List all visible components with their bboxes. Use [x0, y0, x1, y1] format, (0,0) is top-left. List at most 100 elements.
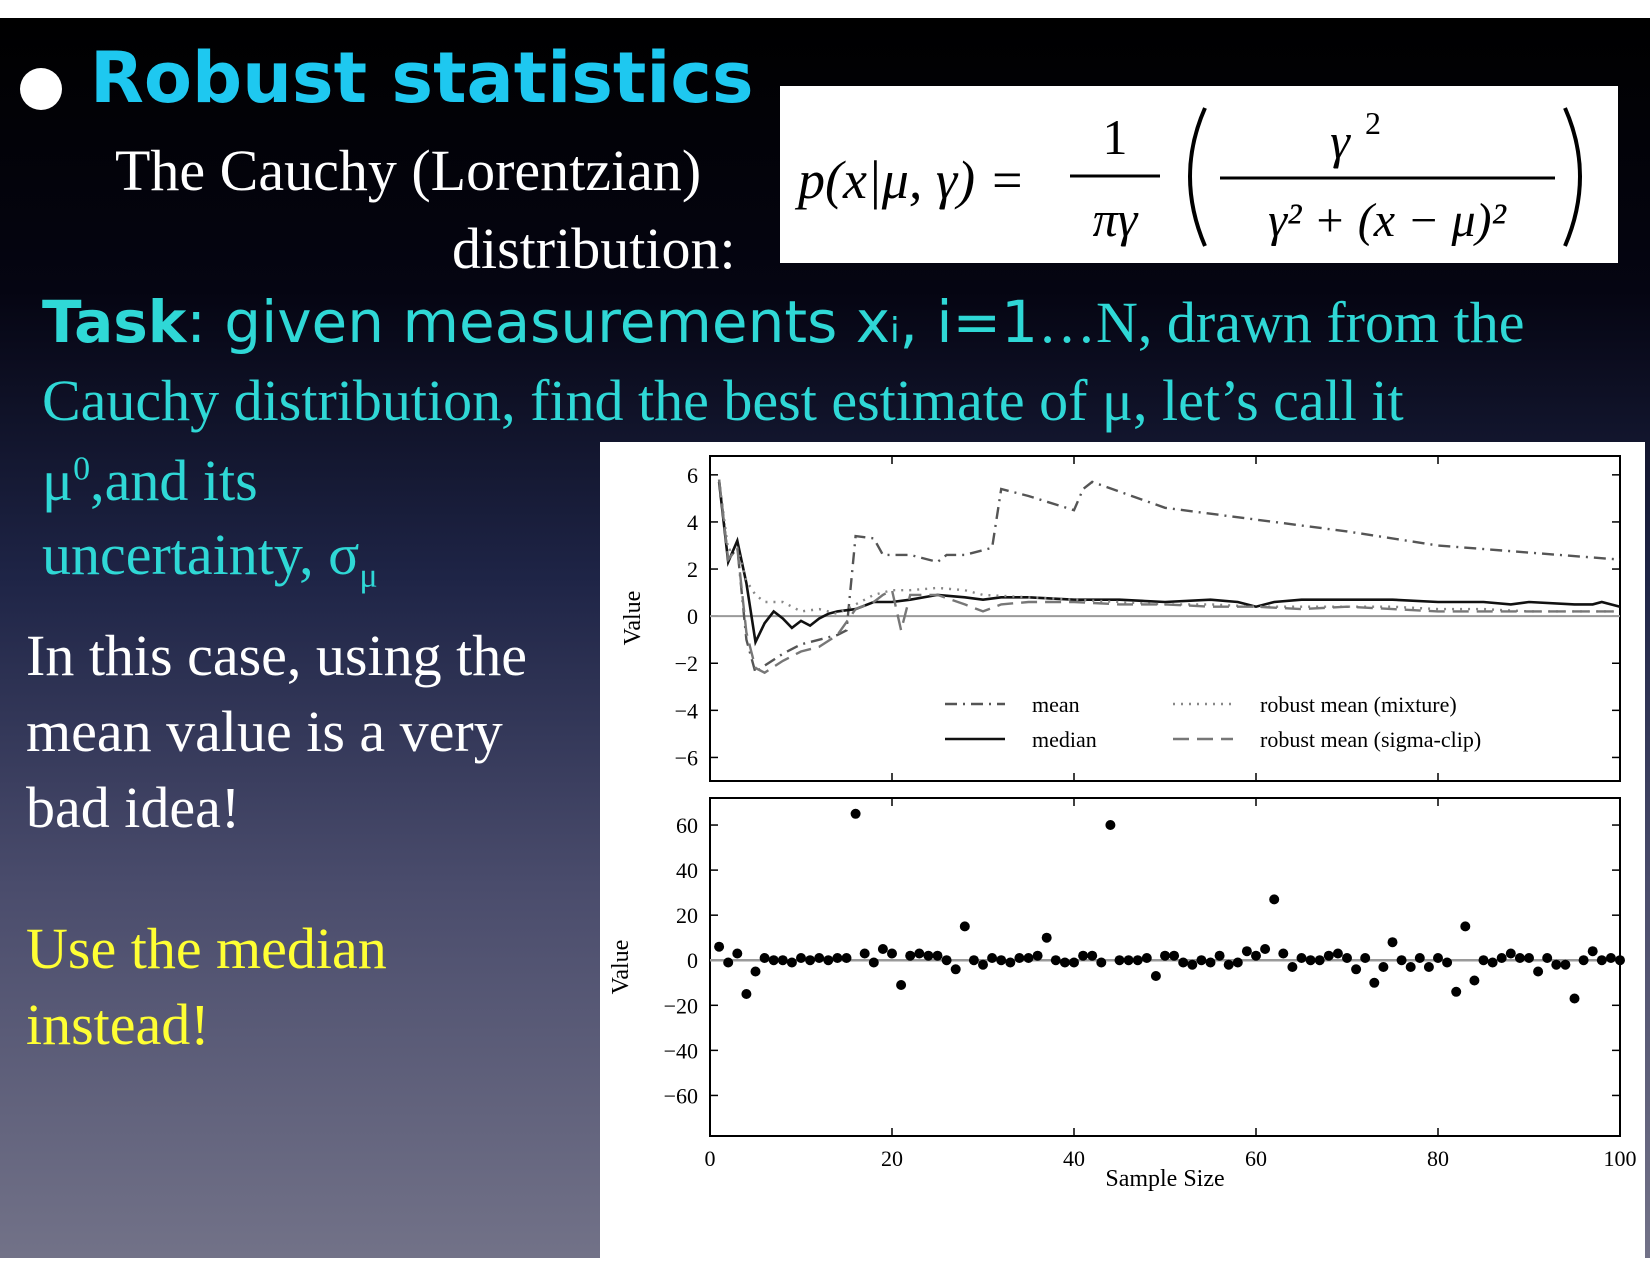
legend-label: robust mean (mixture)	[1260, 692, 1457, 717]
bottom-plot-frame	[709, 797, 1621, 1137]
legend-label: median	[1032, 727, 1097, 752]
bottom-xtick-label: 80	[1427, 1146, 1449, 1171]
scatter-point	[1496, 953, 1507, 963]
formula-right-paren	[1563, 107, 1582, 247]
scatter-point	[923, 950, 934, 961]
scatter-point	[1123, 955, 1134, 966]
scatter-point	[1032, 950, 1043, 961]
scatter-point	[1005, 957, 1016, 968]
scatter-point	[1378, 962, 1389, 972]
scatter-point	[1141, 953, 1152, 963]
bottom-ytick-label: −40	[664, 1038, 698, 1063]
scatter-point	[1269, 894, 1280, 905]
task-mu-sup: 0	[73, 450, 91, 488]
scatter-point	[1542, 953, 1553, 963]
series-line-median	[717, 481, 1621, 647]
bottom-points	[714, 808, 1625, 1004]
top-ytick-label: −2	[675, 651, 698, 676]
legend-label: robust mean (sigma-clip)	[1260, 727, 1481, 752]
scatter-point	[1360, 953, 1371, 963]
scatter-point	[1078, 950, 1089, 961]
formula-frac2-den: γ² + (x − μ)²	[1268, 194, 1507, 247]
scatter-point	[741, 989, 752, 999]
scatter-point	[1187, 959, 1198, 970]
scatter-point	[1551, 959, 1562, 970]
scatter-point	[1305, 955, 1316, 966]
task-line-3-rest: ,and its	[90, 448, 258, 513]
top-ytick-label: 6	[687, 463, 698, 488]
para2-line-1: Use the median	[26, 916, 387, 981]
formula-lhs: p(x|μ, γ) =	[794, 150, 1025, 210]
bottom-xtick-label: 40	[1063, 1146, 1085, 1171]
bottom-xtick-label: 100	[1604, 1146, 1637, 1171]
scatter-point	[1369, 977, 1380, 988]
scatter-point	[1396, 955, 1407, 966]
scatter-point	[759, 953, 770, 963]
scatter-point	[987, 953, 998, 963]
scatter-point	[1323, 950, 1334, 961]
bottom-plot: Value Sample Size 60 40 20 0 −20 −40 −60 0 20 40 6…	[608, 797, 1637, 1192]
scatter-point	[723, 957, 734, 968]
scatter-point	[1387, 937, 1398, 948]
scatter-point	[1287, 962, 1298, 972]
formula-frac1-den: πγ	[1093, 191, 1139, 247]
scatter-point	[1105, 820, 1116, 830]
scatter-point	[959, 921, 970, 932]
scatter-point	[877, 944, 888, 954]
scatter-point	[1569, 993, 1580, 1004]
task-bold: Task	[42, 288, 187, 356]
scatter-point	[796, 953, 806, 963]
scatter-point	[777, 955, 788, 966]
scatter-point	[823, 955, 834, 966]
task-uncertainty: uncertainty, σ	[42, 522, 360, 587]
scatter-point	[1059, 957, 1070, 968]
task-text-b: , i=1	[899, 288, 1039, 356]
scatter-point	[832, 953, 843, 963]
scatter-point	[1423, 962, 1434, 972]
scatter-point	[914, 948, 925, 959]
scatter-point	[1451, 986, 1462, 997]
task-line-4: uncertainty, σμ	[42, 520, 378, 597]
scatter-point	[1087, 950, 1098, 961]
scatter-point	[1505, 948, 1516, 959]
series-line-robust-mean-sigma-clip-	[717, 479, 1620, 675]
bottom-ytick-label: 20	[676, 903, 698, 928]
scatter-point	[732, 948, 743, 959]
scatter-point	[1460, 921, 1471, 932]
task-text-c: …N, drawn from the	[1038, 290, 1525, 355]
scatter-point	[1351, 964, 1362, 975]
scatter-point	[1278, 948, 1289, 959]
para1-line-3: bad idea!	[26, 775, 241, 840]
scatter-point	[1342, 953, 1352, 963]
scatter-point	[1433, 953, 1443, 963]
scatter-point	[1178, 957, 1189, 968]
top-ytick-label: 0	[687, 604, 698, 629]
scatter-point	[841, 953, 852, 963]
formula-svg: p(x|μ, γ) = 1 πγ γ 2 γ² + (x − μ)²	[794, 105, 1582, 247]
task-line-1: Task: given measurements xi, i=1…N, draw…	[42, 288, 1524, 358]
cauchy-formula: p(x|μ, γ) = 1 πγ γ 2 γ² + (x − μ)²	[780, 86, 1618, 263]
scatter-point	[1405, 962, 1416, 972]
scatter-point	[1578, 955, 1589, 966]
subtitle-line-2: distribution:	[452, 216, 736, 281]
top-plot-frame	[709, 455, 1621, 782]
top-ytick-label: −6	[675, 745, 698, 770]
scatter-point	[1096, 957, 1107, 968]
para1-line-1: In this case, using the	[26, 623, 527, 688]
x-axis-label: Sample Size	[1105, 1166, 1224, 1192]
scatter-point	[1478, 955, 1489, 966]
scatter-point	[887, 948, 897, 959]
top-ticks: 6 4 2 0 −2 −4 −6	[675, 456, 1620, 781]
bottom-y-axis-label: Value	[608, 940, 634, 995]
scatter-point	[814, 953, 825, 963]
scatter-point	[932, 950, 943, 961]
top-series	[717, 479, 1621, 675]
bottom-ytick-label: 0	[687, 948, 698, 973]
scatter-point	[1205, 957, 1216, 968]
scatter-point	[1442, 957, 1453, 968]
scatter-point	[750, 966, 761, 977]
scatter-point	[1314, 955, 1325, 966]
scatter-point	[1524, 953, 1534, 963]
scatter-point	[1132, 955, 1143, 966]
scatter-point	[1223, 959, 1234, 970]
